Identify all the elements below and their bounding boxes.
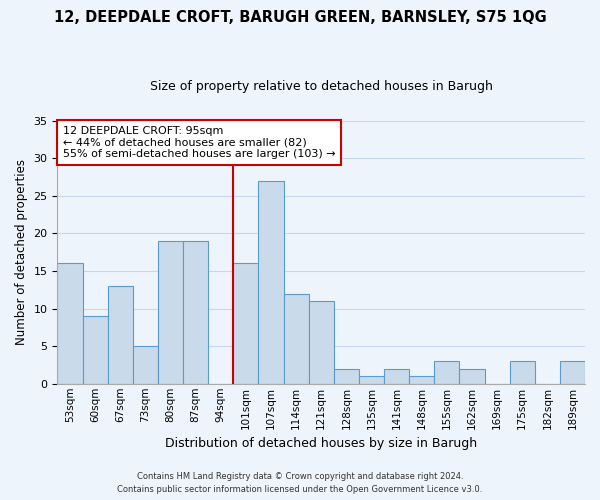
Bar: [83, 316, 107, 384]
X-axis label: Distribution of detached houses by size in Barugh: Distribution of detached houses by size …: [165, 437, 477, 450]
Y-axis label: Number of detached properties: Number of detached properties: [15, 159, 28, 345]
Bar: [334, 368, 359, 384]
Bar: [133, 346, 158, 384]
Text: Contains HM Land Registry data © Crown copyright and database right 2024.
Contai: Contains HM Land Registry data © Crown c…: [118, 472, 482, 494]
Bar: [259, 180, 284, 384]
Bar: [434, 361, 460, 384]
Bar: [384, 368, 409, 384]
Text: 12, DEEPDALE CROFT, BARUGH GREEN, BARNSLEY, S75 1QG: 12, DEEPDALE CROFT, BARUGH GREEN, BARNSL…: [53, 10, 547, 25]
Bar: [58, 264, 83, 384]
Bar: [409, 376, 434, 384]
Bar: [509, 361, 535, 384]
Bar: [233, 264, 259, 384]
Bar: [359, 376, 384, 384]
Bar: [183, 241, 208, 384]
Bar: [308, 301, 334, 384]
Bar: [560, 361, 585, 384]
Title: Size of property relative to detached houses in Barugh: Size of property relative to detached ho…: [150, 80, 493, 93]
Bar: [107, 286, 133, 384]
Bar: [284, 294, 308, 384]
Bar: [460, 368, 485, 384]
Text: 12 DEEPDALE CROFT: 95sqm
← 44% of detached houses are smaller (82)
55% of semi-d: 12 DEEPDALE CROFT: 95sqm ← 44% of detach…: [62, 126, 335, 159]
Bar: [158, 241, 183, 384]
